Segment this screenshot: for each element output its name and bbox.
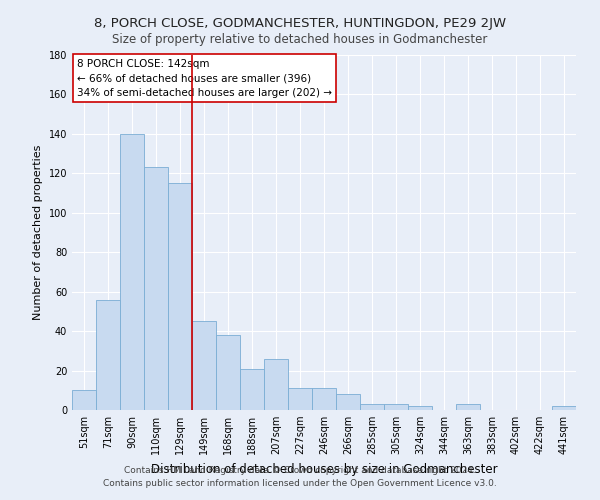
Bar <box>336 394 360 410</box>
Bar <box>288 388 312 410</box>
Bar <box>552 406 576 410</box>
Text: 8, PORCH CLOSE, GODMANCHESTER, HUNTINGDON, PE29 2JW: 8, PORCH CLOSE, GODMANCHESTER, HUNTINGDO… <box>94 18 506 30</box>
Bar <box>312 388 336 410</box>
Bar <box>384 404 408 410</box>
X-axis label: Distribution of detached houses by size in Godmanchester: Distribution of detached houses by size … <box>151 462 497 475</box>
Bar <box>96 300 120 410</box>
Text: 8 PORCH CLOSE: 142sqm
← 66% of detached houses are smaller (396)
34% of semi-det: 8 PORCH CLOSE: 142sqm ← 66% of detached … <box>77 58 332 98</box>
Bar <box>216 335 240 410</box>
Bar <box>120 134 144 410</box>
Bar <box>72 390 96 410</box>
Y-axis label: Number of detached properties: Number of detached properties <box>33 145 43 320</box>
Text: Contains HM Land Registry data © Crown copyright and database right 2024.
Contai: Contains HM Land Registry data © Crown c… <box>103 466 497 487</box>
Bar <box>264 358 288 410</box>
Bar <box>168 183 192 410</box>
Text: Size of property relative to detached houses in Godmanchester: Size of property relative to detached ho… <box>112 32 488 46</box>
Bar <box>408 406 432 410</box>
Bar <box>192 322 216 410</box>
Bar <box>456 404 480 410</box>
Bar <box>360 404 384 410</box>
Bar <box>144 168 168 410</box>
Bar <box>240 368 264 410</box>
